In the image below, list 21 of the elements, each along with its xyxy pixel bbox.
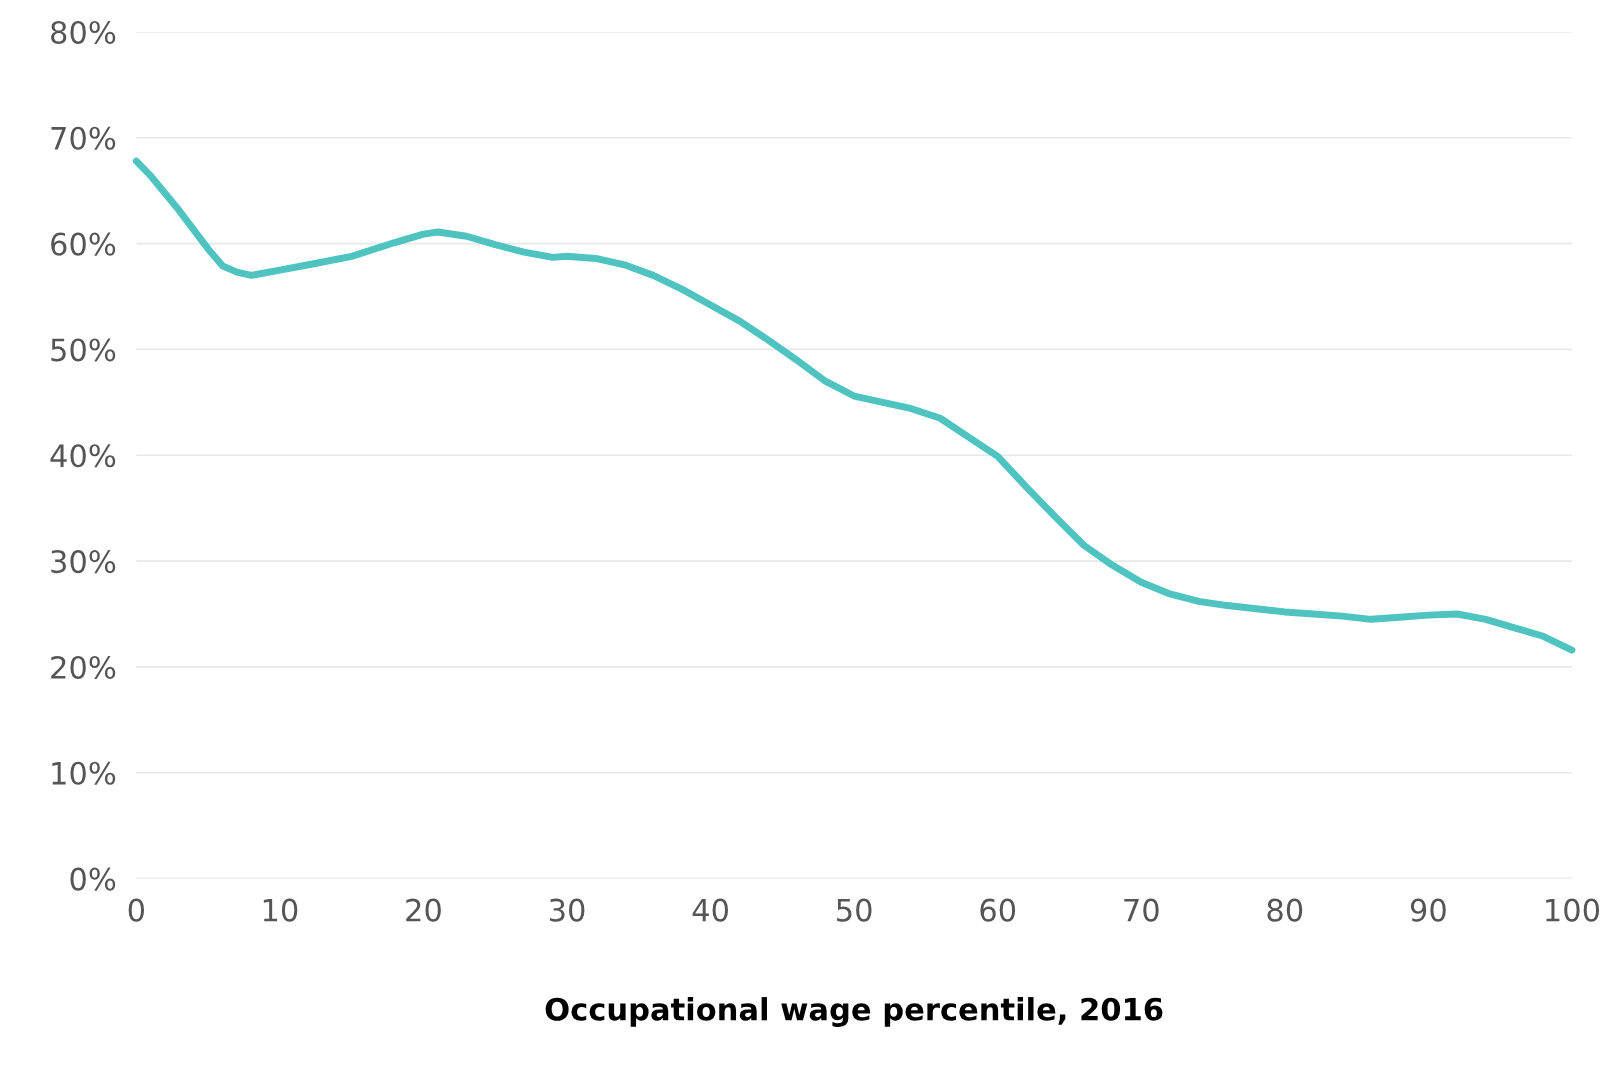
y-tick-label: 30%	[51, 550, 116, 574]
x-tick-label: 60	[980, 898, 1016, 922]
y-tick-label: 70%	[51, 126, 116, 150]
x-tick-label: 30	[549, 898, 585, 922]
y-tick-label: 20%	[51, 655, 116, 679]
y-tick-label: 0%	[70, 867, 116, 891]
y-tick-label: 10%	[52, 761, 116, 785]
x-tick-label: 40	[692, 898, 728, 922]
y-tick-label: 60%	[51, 232, 116, 256]
x-tick-label: 100	[1546, 898, 1600, 922]
y-tick-label: 80%	[51, 20, 116, 44]
y-tick-label: 40%	[50, 444, 116, 468]
x-tick-label: 70	[1124, 898, 1159, 922]
x-tick-label: 50	[837, 898, 872, 922]
x-tick-label: 90	[1410, 898, 1446, 922]
x-tick-label: 0	[128, 898, 145, 922]
x-tick-label: 20	[406, 898, 441, 922]
y-tick-label: 50%	[51, 338, 116, 362]
x-tick-label: 80	[1267, 898, 1303, 922]
x-axis-title: Occupational wage percentile, 2016	[545, 997, 1163, 1027]
x-tick-label: 10	[263, 898, 298, 922]
